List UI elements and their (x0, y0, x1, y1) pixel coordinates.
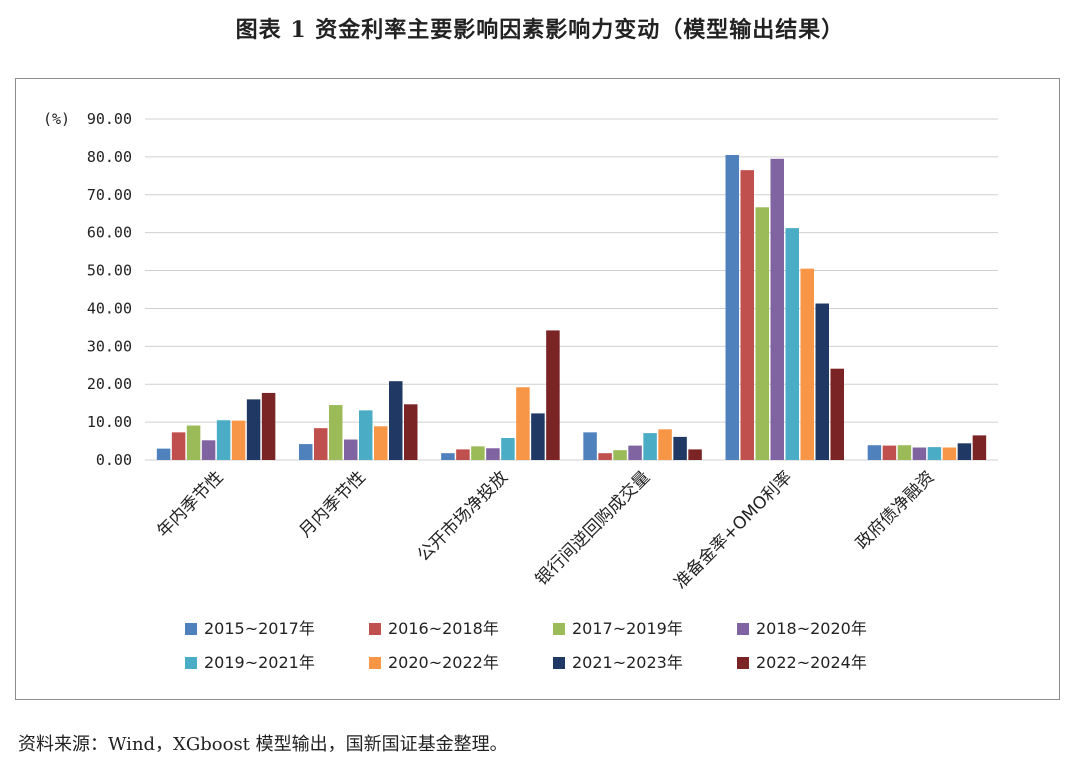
x-category-label: 月内季节性 (296, 467, 370, 541)
legend-swatch (185, 657, 197, 669)
bar (246, 399, 261, 460)
legend-label: 2019~2021年 (204, 653, 315, 672)
bar (389, 381, 403, 460)
legend-swatch (369, 623, 381, 635)
bar (830, 368, 844, 460)
x-category-label: 准备金率+OMO利率 (671, 467, 797, 593)
legend-label: 2020~2022年 (388, 653, 499, 672)
y-tick-label: 60.00 (87, 224, 132, 242)
bar (329, 405, 343, 460)
bar (725, 154, 739, 460)
legend-label: 2022~2024年 (756, 653, 867, 672)
y-unit-label: (%) (43, 110, 70, 128)
bar (344, 439, 358, 460)
legend-label: 2015~2017年 (204, 619, 315, 638)
legend-label: 2016~2018年 (388, 619, 499, 638)
legend-label: 2021~2023年 (572, 653, 683, 672)
bar (658, 429, 672, 460)
bar (882, 445, 897, 460)
bar (972, 435, 987, 460)
y-tick-label: 10.00 (87, 413, 132, 431)
y-tick-label: 70.00 (87, 186, 132, 204)
legend-swatch (553, 623, 565, 635)
bar (770, 158, 784, 460)
source-note: 资料来源：Wind，XGboost 模型输出，国新国证基金整理。 (18, 734, 508, 755)
bar (156, 448, 171, 460)
legend-label: 2018~2020年 (756, 619, 867, 638)
y-tick-label: 20.00 (87, 375, 132, 393)
legend-swatch (737, 657, 749, 669)
bar (186, 425, 201, 460)
bar (927, 447, 942, 460)
y-tick-label: 80.00 (87, 148, 132, 166)
bar (957, 443, 972, 460)
bar (231, 420, 246, 460)
bar (471, 446, 485, 460)
bar (486, 448, 500, 460)
y-tick-label: 90.00 (87, 110, 132, 128)
bar (171, 432, 186, 460)
bar (516, 387, 530, 460)
x-category-label: 年内季节性 (153, 467, 227, 541)
bar (867, 445, 882, 460)
legend-swatch (553, 657, 565, 669)
bar (531, 413, 545, 460)
bar (201, 440, 216, 460)
bar (374, 426, 388, 460)
y-tick-label: 40.00 (87, 299, 132, 317)
bar (688, 449, 702, 460)
legend-swatch (737, 623, 749, 635)
bar (897, 445, 912, 460)
y-tick-label: 30.00 (87, 337, 132, 355)
bar (815, 303, 829, 460)
bar (598, 453, 612, 460)
bar (583, 432, 597, 460)
bar (314, 428, 328, 460)
bar (359, 410, 373, 460)
bar (942, 447, 957, 460)
bar (912, 447, 927, 460)
chart-frame (15, 78, 1060, 700)
bar (613, 450, 627, 460)
chart-title: 图表 1 资金利率主要影响因素影响力变动（模型输出结果） (235, 17, 845, 43)
bar (785, 228, 799, 460)
bar (740, 170, 754, 460)
bar (673, 436, 687, 460)
legend-swatch (369, 657, 381, 669)
y-tick-label: 0.00 (96, 451, 132, 469)
bar (456, 449, 470, 460)
bar-chart: 0.00 10.00 20.00 30.00 40.00 50.00 60.00 70.00 8… (43, 110, 998, 672)
x-category-label: 政府债净融资 (852, 467, 938, 553)
bar (755, 207, 769, 460)
x-category-label: 银行间逆回购成交量 (532, 467, 654, 589)
bar (800, 268, 814, 460)
bar (546, 330, 560, 460)
legend-swatch (185, 623, 197, 635)
bar (404, 404, 418, 460)
y-tick-label: 50.00 (87, 262, 132, 280)
bar (501, 438, 515, 460)
bar (628, 445, 642, 460)
legend-label: 2017~2019年 (572, 619, 683, 638)
bar (216, 420, 231, 460)
x-category-label: 公开市场净投放 (414, 467, 512, 565)
bar (299, 444, 313, 460)
bar (643, 433, 657, 460)
bar (441, 453, 455, 460)
bar (261, 392, 276, 460)
